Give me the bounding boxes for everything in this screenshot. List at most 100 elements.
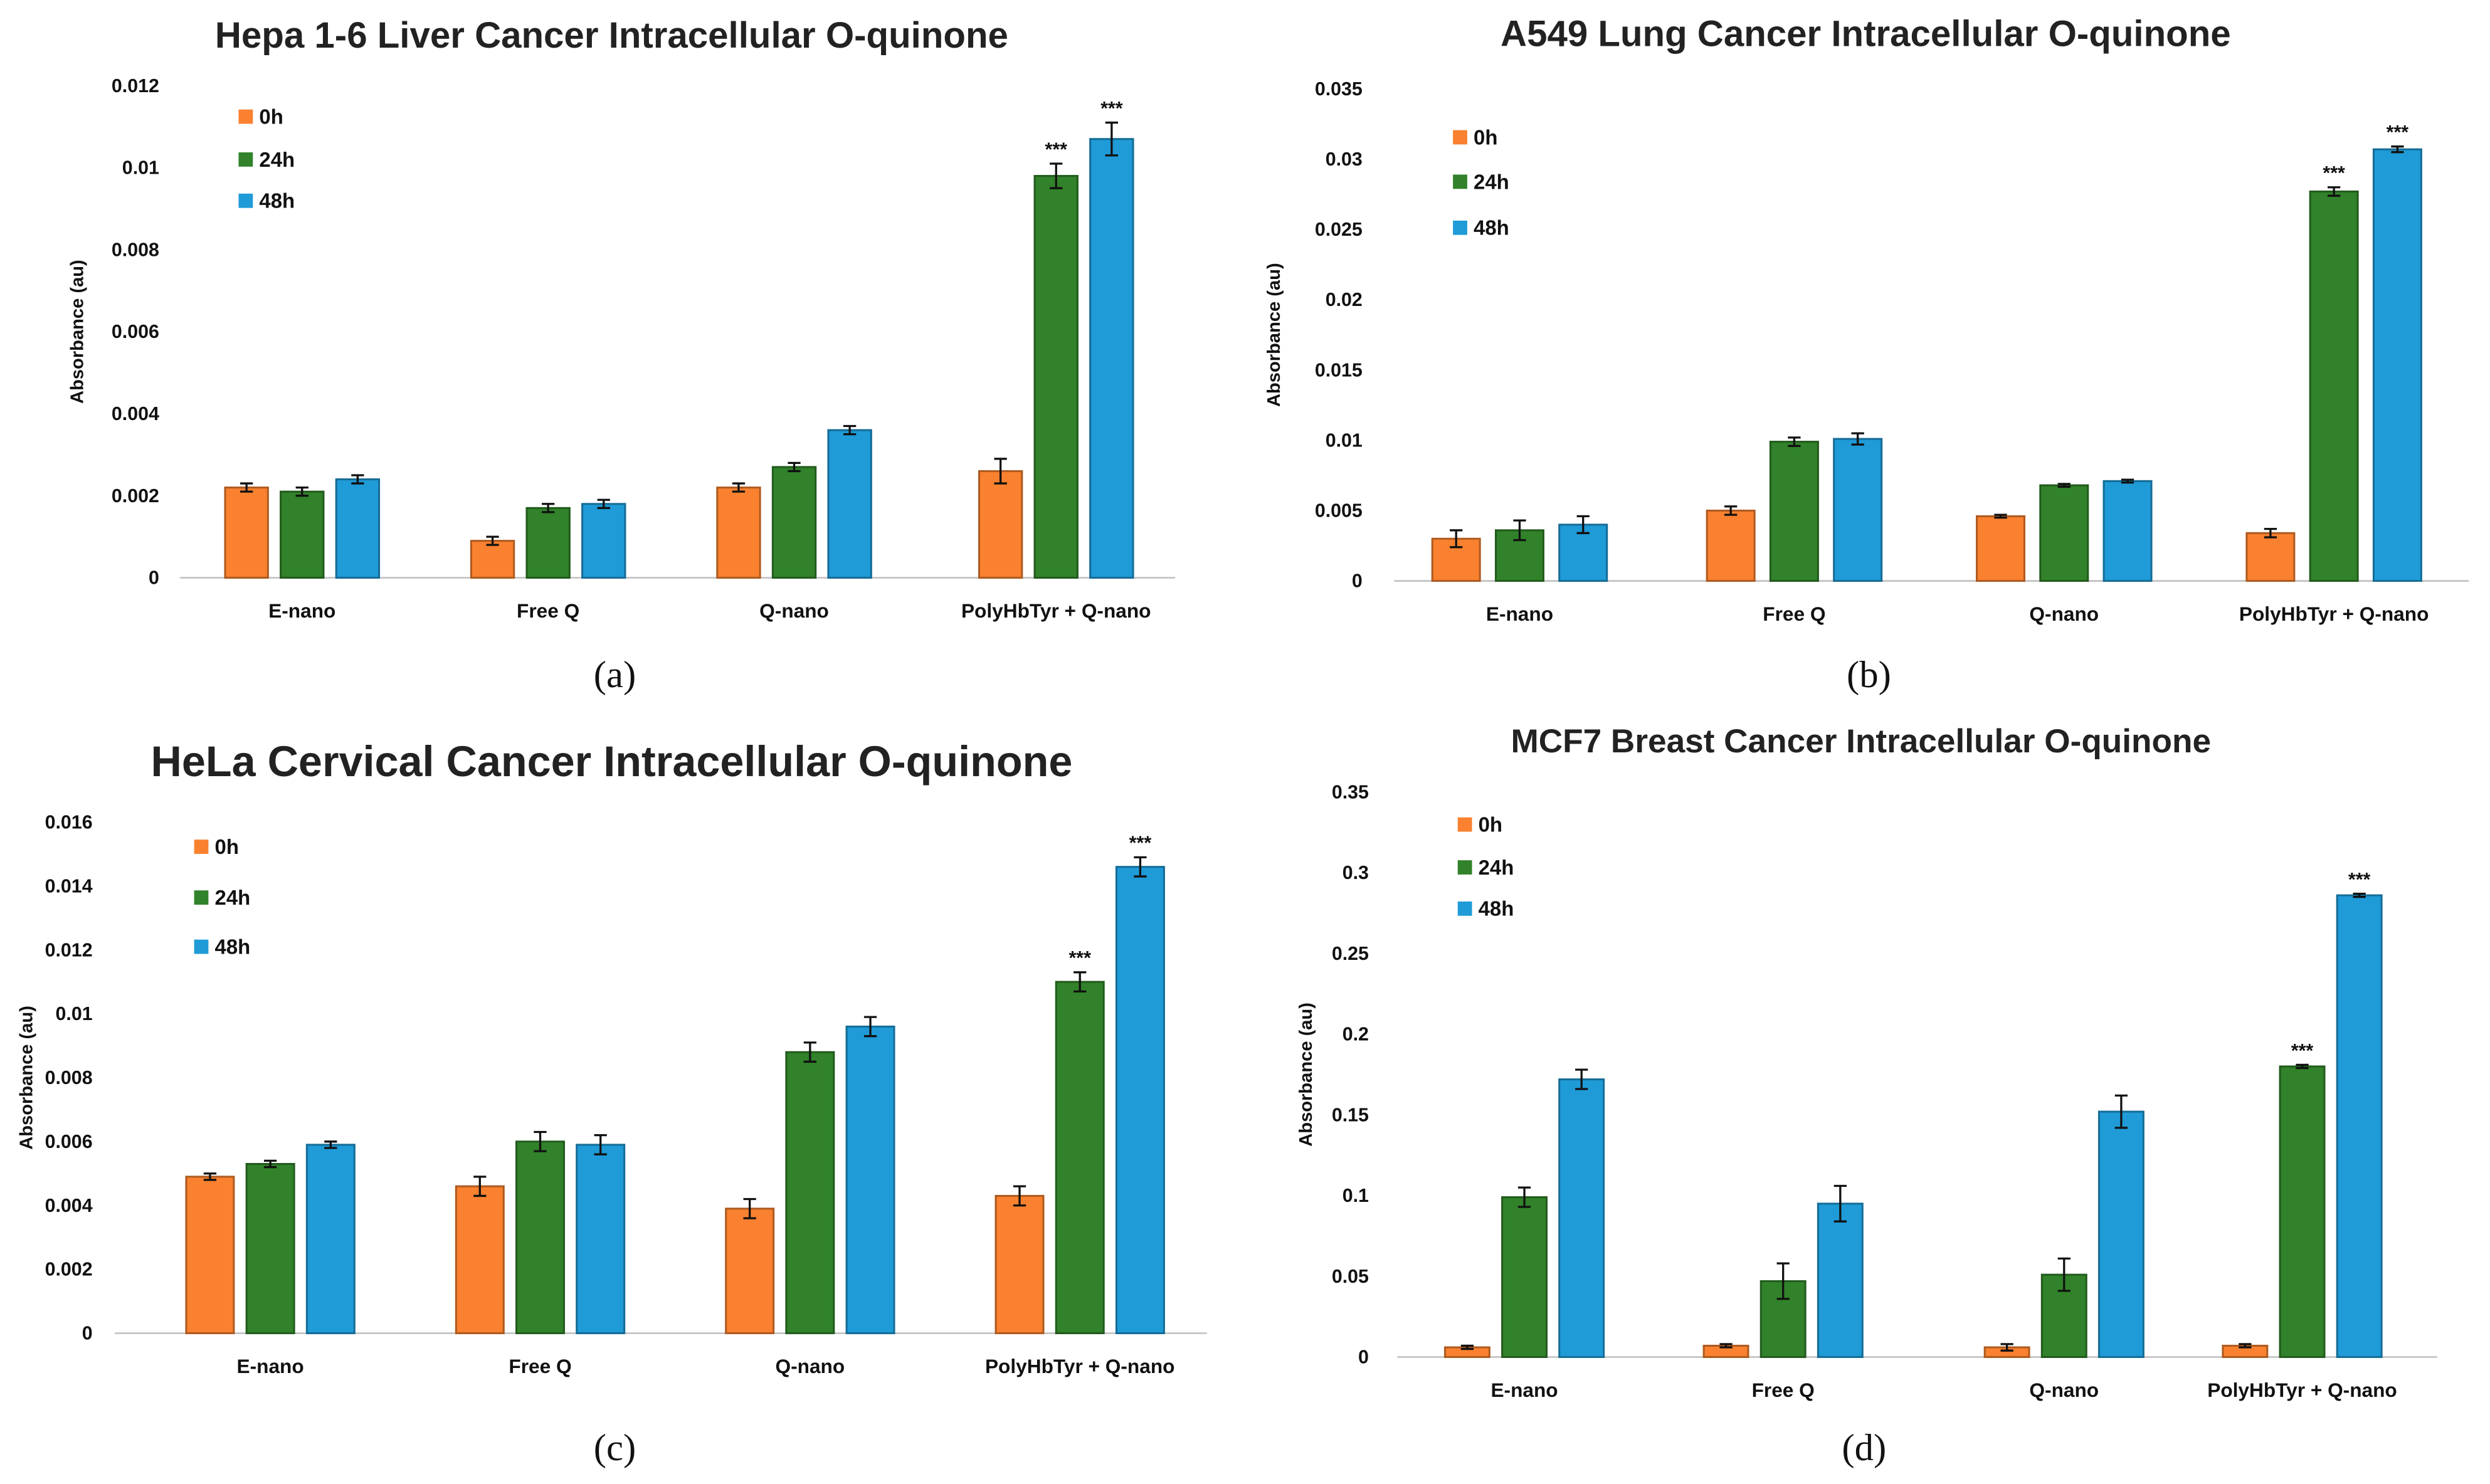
error-bar [1074,971,1087,993]
error-bar [1788,436,1801,447]
legend-label: 48h [259,189,295,213]
legend-swatch-24h [1457,860,1472,875]
y-tick-label: 0 [1358,1347,1369,1368]
error-bar [1105,121,1118,157]
y-tick-label: 0.012 [112,76,159,97]
bar-48h [2336,894,2383,1358]
y-tick-label: 0.15 [1332,1105,1369,1125]
y-axis-label: Absorbance (au) [67,260,87,404]
bar-48h [1833,438,1883,582]
legend-label: 0h [259,105,283,128]
bar-0h [1706,509,1756,582]
y-tick-label: 0.2 [1343,1024,1369,1045]
legend-swatch-48h [1453,220,1467,235]
error-bar [732,482,746,493]
bar-24h [1033,175,1079,579]
error-bar [803,1041,816,1063]
legend-label: 0h [1474,125,1497,149]
y-axis-label: Absorbance (au) [1264,263,1284,407]
y-tick-label: 0.1 [1343,1186,1369,1206]
y-axis-label: Absorbance (au) [1296,1002,1316,1147]
error-bar [1013,1185,1026,1207]
x-tick-label: PolyHbTyr + Q-nano [2239,603,2429,625]
error-bar [1833,1184,1847,1223]
bar-48h [576,1144,626,1335]
legend-label: 48h [1474,216,1509,239]
y-tick-label: 0.008 [45,1068,93,1088]
bar-24h [525,507,571,579]
bar-0h [716,487,761,579]
chart-panel-d: MCF7 Breast Cancer Intracellular O-quino… [1296,723,2437,1469]
significance-label: *** [1100,98,1123,119]
error-bar [2239,1343,2252,1349]
bar-24h [1769,441,1819,582]
y-tick-label: 0.005 [1315,501,1363,522]
bar-0h [185,1176,235,1335]
bar-48h [581,503,626,579]
error-bar [2121,478,2134,484]
y-tick-label: 0.002 [112,486,159,507]
y-tick-label: 0.004 [112,404,159,424]
x-tick-label: PolyHbTyr + Q-nano [2207,1379,2397,1401]
x-tick-label: PolyHbTyr + Q-nano [985,1355,1175,1377]
y-tick-label: 0.01 [56,1004,93,1024]
error-bar [240,482,253,493]
y-tick-label: 0.006 [112,322,159,342]
legend-label: 0h [1479,813,1502,836]
error-bar [351,474,364,485]
error-bar [1575,1068,1588,1090]
legend-label: 48h [215,935,251,958]
bar-24h [1055,981,1105,1335]
x-tick-label: Q-nano [776,1355,845,1377]
bar-0h [224,487,269,579]
bar-48h [2372,148,2422,582]
panel-caption: (d) [1842,1427,1886,1469]
x-tick-label: Free Q [1752,1379,1815,1401]
error-bar [1513,519,1526,542]
error-bar [1134,856,1147,878]
legend-swatch-0h [238,109,253,124]
error-bar [264,1159,277,1169]
y-tick-label: 0.006 [45,1132,93,1152]
error-bar [2296,1063,2309,1070]
panel-caption: (a) [594,654,636,696]
bar-0h [994,1194,1045,1335]
error-bar [2391,145,2404,154]
significance-label: *** [2387,122,2409,143]
significance-label: *** [2291,1041,2314,1061]
legend-swatch-24h [1453,174,1467,189]
y-tick-label: 0.015 [1315,360,1363,381]
y-tick-label: 0.02 [1326,290,1363,310]
y-tick-label: 0 [1352,571,1363,592]
chart-title: A549 Lung Cancer Intracellular O-quinone [1501,13,2231,54]
y-tick-label: 0.03 [1326,149,1363,170]
bar-0h [470,540,515,579]
significance-label: *** [1129,833,1152,854]
bar-24h [2279,1065,2326,1358]
error-bar [203,1172,217,1181]
error-bar [1450,529,1463,549]
error-bar [1719,1343,1733,1349]
x-tick-label: Q-nano [2029,603,2099,625]
bar-0h [1976,515,2026,582]
bar-48h [2097,1110,2144,1358]
error-bar [1724,505,1738,516]
chart-panel-c: HeLa Cervical Cancer Intracellular O-qui… [16,738,1207,1469]
x-tick-label: Q-nano [2029,1379,2099,1401]
bar-48h [305,1144,356,1335]
error-bar [597,498,610,509]
legend-label: 24h [215,886,251,909]
y-tick-label: 0.01 [122,158,159,179]
bar-0h [725,1208,775,1335]
x-tick-label: Free Q [509,1355,571,1377]
y-tick-label: 0.008 [112,239,159,260]
error-bar [1517,1186,1531,1208]
y-tick-label: 0.25 [1332,944,1369,964]
error-bar [743,1197,756,1219]
y-axis-label: Absorbance (au) [16,1006,36,1150]
error-bar [295,486,309,497]
error-bar [2057,1257,2071,1292]
bar-0h [978,470,1023,579]
y-tick-label: 0.3 [1343,863,1369,883]
y-tick-label: 0.002 [45,1260,93,1280]
